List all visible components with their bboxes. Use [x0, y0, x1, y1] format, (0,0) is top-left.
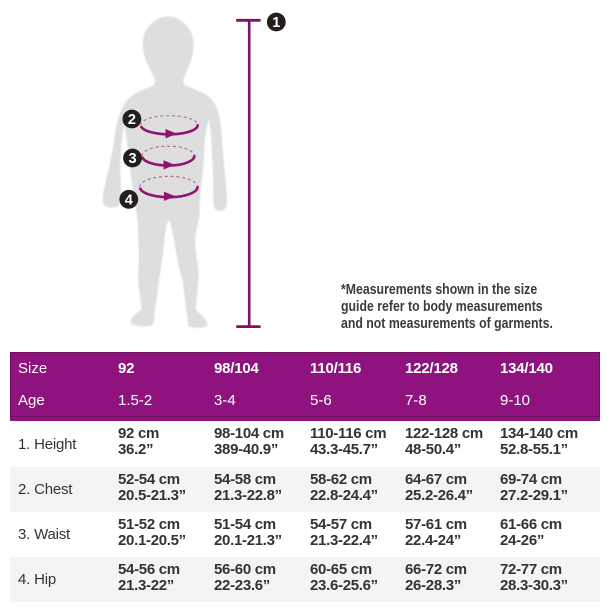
- svg-text:1: 1: [272, 15, 280, 31]
- svg-text:3: 3: [128, 151, 136, 167]
- svg-text:4: 4: [125, 193, 133, 209]
- svg-text:2: 2: [128, 112, 136, 128]
